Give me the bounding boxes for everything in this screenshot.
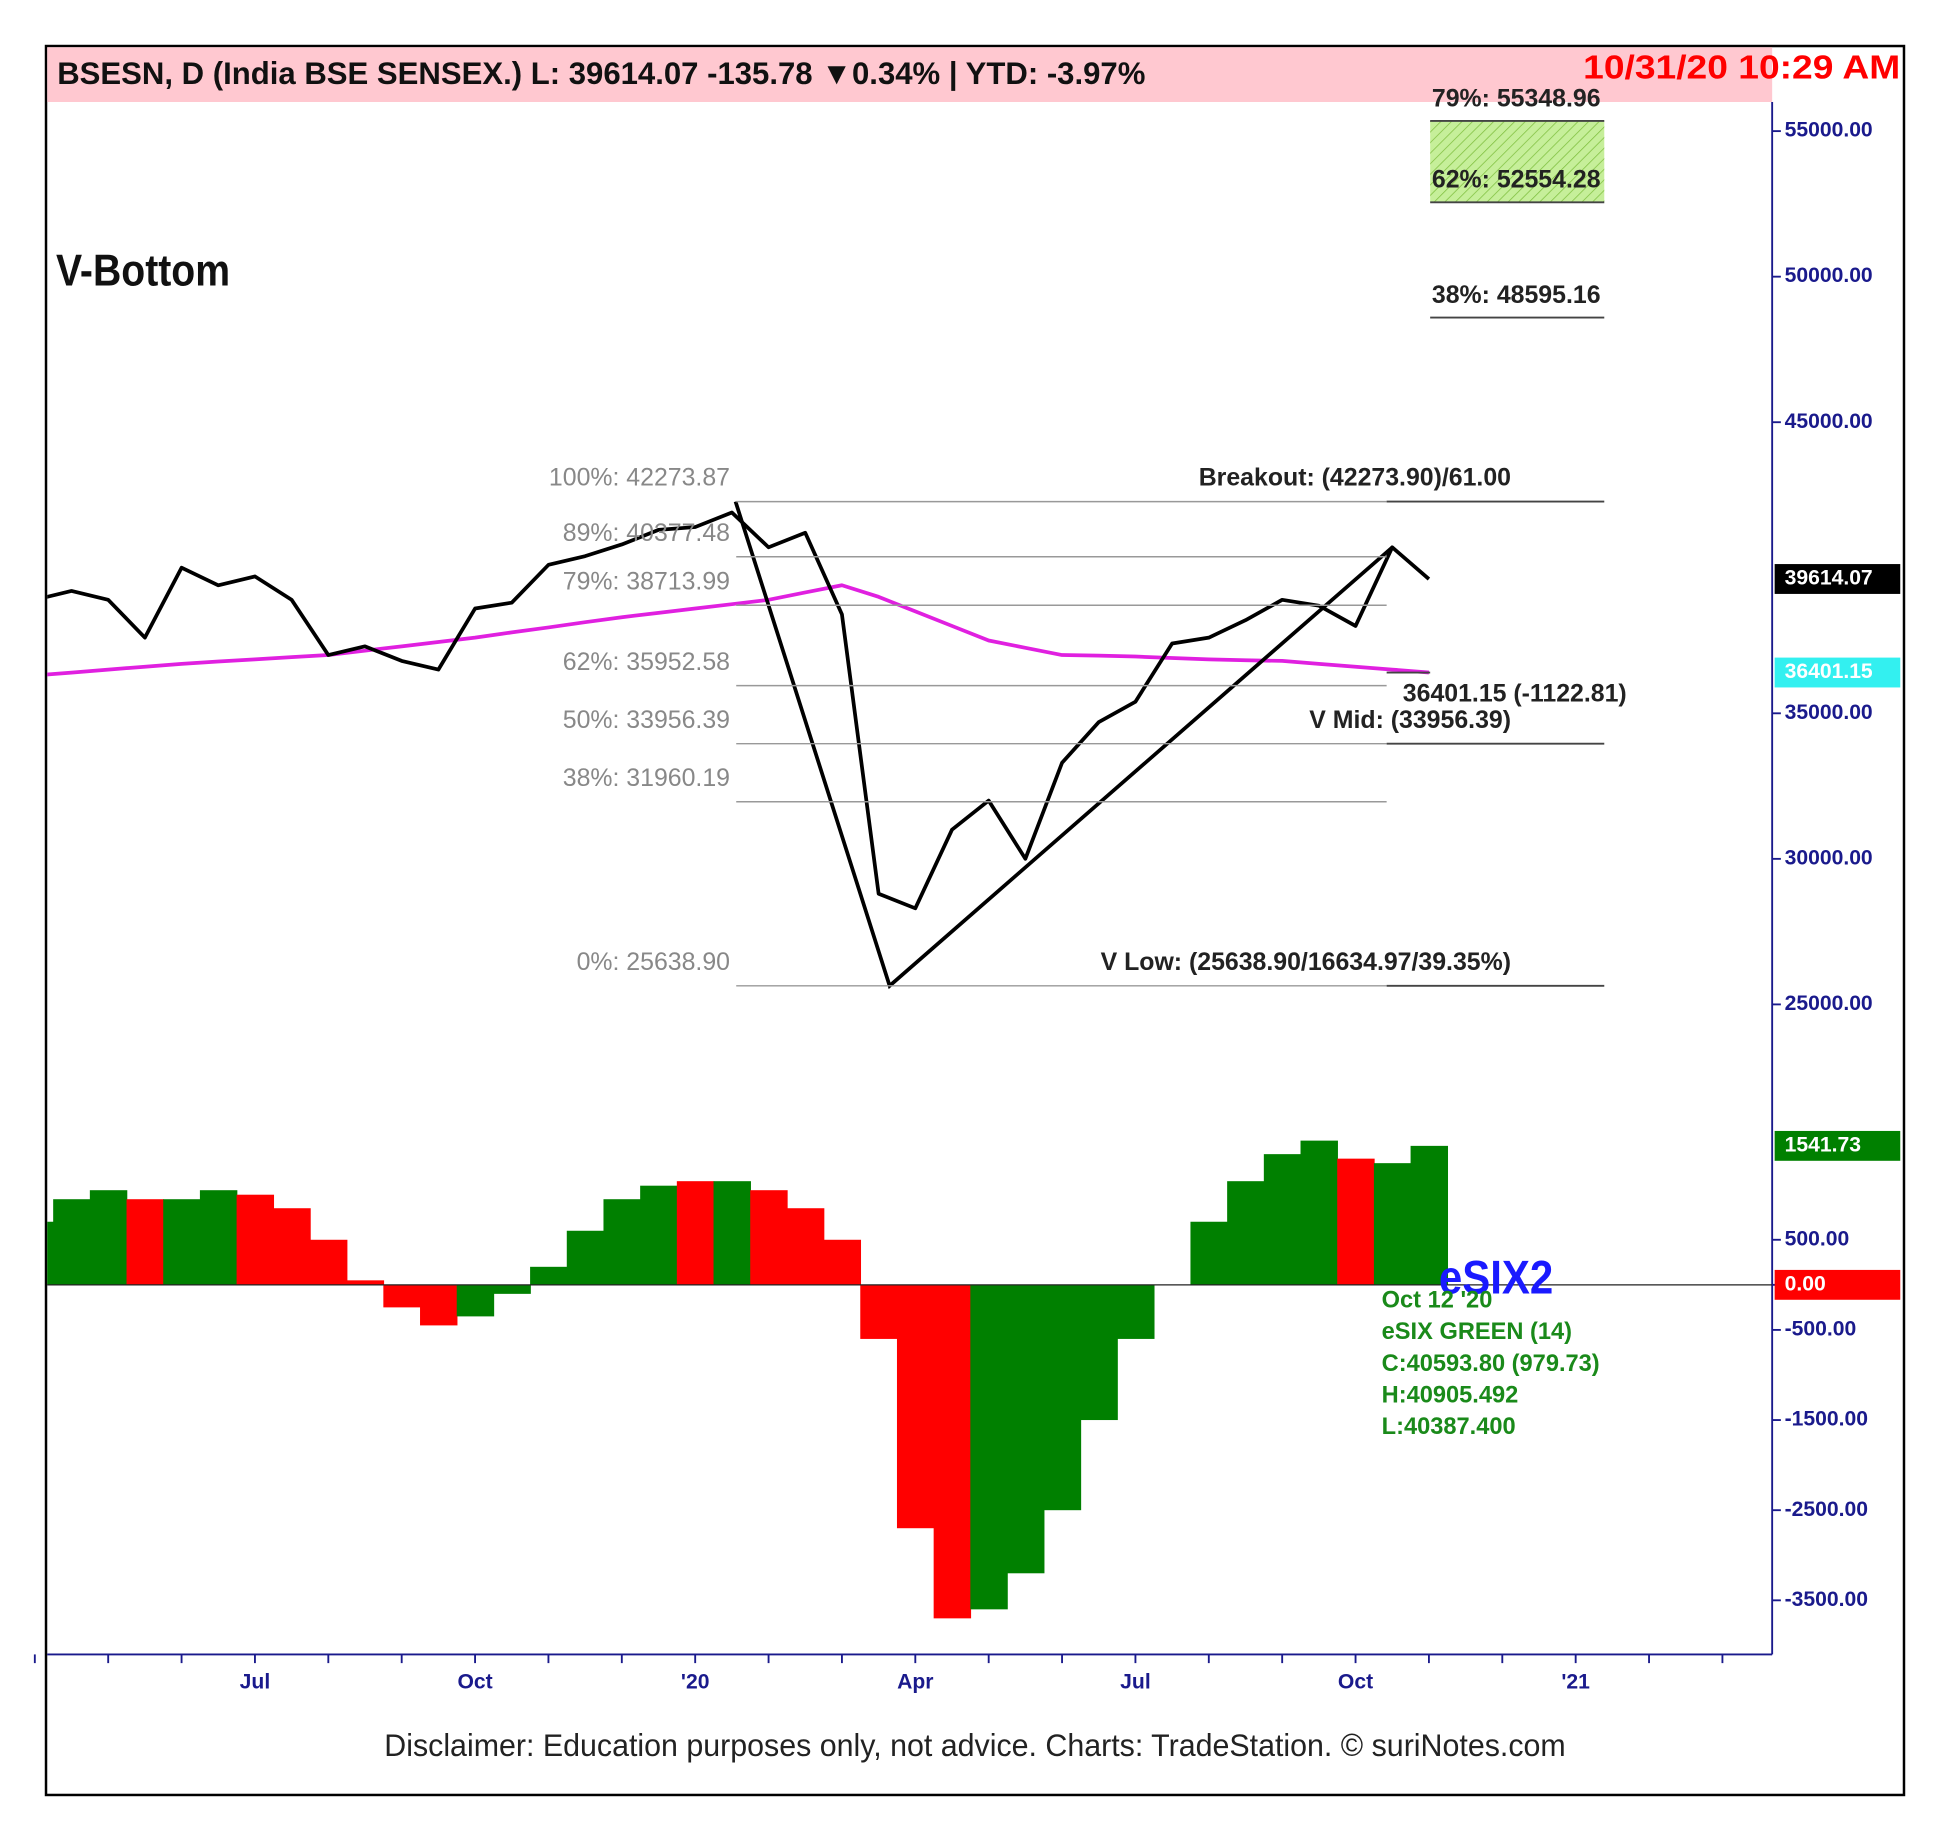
x-tick-label: Oct — [457, 1671, 492, 1694]
y2-tick-label: 0.00 — [1785, 1272, 1826, 1295]
indicator-bar — [1190, 1221, 1228, 1285]
x-tick-label: Jul — [1120, 1671, 1151, 1694]
fib-label: 79%: 38713.99 — [563, 567, 730, 595]
indicator-bar — [640, 1185, 678, 1285]
x-tick-label: Jul — [240, 1671, 271, 1694]
indicator-bar — [456, 1284, 495, 1317]
indicator-bar — [1300, 1140, 1338, 1285]
y-tick-label: 25000.00 — [1785, 992, 1873, 1015]
indicator-bar — [53, 1199, 91, 1285]
indicator-bar — [383, 1284, 421, 1308]
indicator-bar — [676, 1181, 715, 1285]
indicator-bar — [199, 1190, 238, 1285]
indicator-bar — [530, 1266, 568, 1285]
y2-tick-label: 500.00 — [1785, 1227, 1850, 1250]
price-badge-bg — [1774, 564, 1901, 594]
indicator-bar — [126, 1199, 164, 1285]
indicator-bar — [1007, 1284, 1045, 1574]
indicator-bar — [1263, 1154, 1302, 1285]
x-tick-label: Oct — [1338, 1671, 1373, 1694]
indicator-bar — [933, 1284, 972, 1619]
y2-tick-label: -2500.00 — [1785, 1498, 1868, 1521]
indicator-bar — [1080, 1284, 1118, 1421]
indicator-bar — [860, 1284, 898, 1339]
indicator-bar — [273, 1208, 311, 1285]
indicator-info: Oct 12 '20 — [1382, 1287, 1493, 1313]
indicator-bar — [750, 1190, 788, 1285]
indicator-bar — [566, 1230, 605, 1285]
footer: Disclaimer: Education purposes only, not… — [384, 1728, 1565, 1763]
indicator-badge-bg — [1774, 1130, 1901, 1161]
annotation-label: V Low: (25638.90/16634.97/39.35%) — [1101, 948, 1511, 976]
ma-badge-bg — [1774, 657, 1901, 688]
fib-label: 89%: 40377.48 — [563, 519, 730, 547]
indicator-bar — [1410, 1145, 1449, 1285]
frame — [44, 44, 1906, 1797]
indicator-bar — [1373, 1163, 1412, 1285]
zero-badge — [1774, 1269, 1901, 1300]
y2-tick-label: -3500.00 — [1785, 1588, 1868, 1611]
plot-area — [47, 501, 1449, 1619]
extension-label: 62%: 52554.28 — [1432, 166, 1601, 194]
indicator-bar — [1043, 1284, 1082, 1511]
x-tick-label: '20 — [681, 1671, 710, 1694]
y-tick-label: 55000.00 — [1785, 119, 1873, 142]
timestamp: 10/31/20 10:29 AM — [1583, 50, 1900, 87]
y-tick-label: 30000.00 — [1785, 846, 1873, 869]
moving-average — [47, 583, 1430, 677]
chart-title: BSESN, D (India BSE SENSEX.) L: 39614.07… — [57, 56, 1145, 91]
indicator-info: L:40387.400 — [1382, 1414, 1516, 1440]
indicator-bar — [1227, 1181, 1265, 1285]
indicator-bar — [786, 1208, 825, 1285]
y-tick-label: 35000.00 — [1785, 701, 1873, 724]
indicator-info: eSIX GREEN (14) — [1382, 1319, 1572, 1345]
indicator-bar — [1337, 1158, 1375, 1285]
y-tick-label: 50000.00 — [1785, 264, 1873, 287]
annotation-label: Breakout: (42273.90)/61.00 — [1199, 464, 1511, 492]
target-zone-hatch — [1430, 120, 1605, 203]
indicator-bar — [970, 1284, 1008, 1610]
indicator-bar — [309, 1239, 348, 1285]
indicator-bar — [89, 1190, 128, 1285]
extension-label: 79%: 55348.96 — [1432, 84, 1601, 112]
indicator-bar — [47, 1221, 54, 1285]
x-tick-label: '21 — [1561, 1671, 1590, 1694]
subtitle: V-Bottom — [56, 245, 230, 295]
indicator-bar — [823, 1239, 862, 1285]
x-tick-label: Apr — [897, 1671, 933, 1694]
indicator-badge: 1541.73 — [1785, 1133, 1861, 1156]
annotation-label: V Mid: (33956.39) — [1309, 706, 1511, 734]
indicator-bar — [713, 1181, 751, 1285]
indicator-bar — [603, 1199, 641, 1285]
ma-badge: 36401.15 — [1785, 660, 1873, 683]
fib-label: 100%: 42273.87 — [549, 464, 730, 492]
fib-label: 0%: 25638.90 — [577, 948, 730, 976]
indicator-bar — [1117, 1284, 1155, 1339]
indicator-info: H:40905.492 — [1382, 1383, 1519, 1409]
indicator-title: eSIX2 — [1439, 1252, 1553, 1305]
price-line — [47, 510, 1431, 911]
annotation-label: 36401.15 (-1122.81) — [1403, 679, 1627, 707]
extension-label: 38%: 48595.16 — [1432, 281, 1601, 309]
indicator-bar — [163, 1199, 201, 1285]
y2-tick-label: -500.00 — [1785, 1317, 1857, 1340]
fib-label: 38%: 31960.19 — [563, 764, 730, 792]
indicator-bar — [420, 1284, 458, 1326]
fib-label: 50%: 33956.39 — [563, 706, 730, 734]
y-tick-label: 45000.00 — [1785, 410, 1873, 433]
indicator-bar — [346, 1280, 385, 1285]
indicator-info: C:40593.80 (979.73) — [1382, 1351, 1600, 1377]
indicator-bar — [236, 1194, 275, 1285]
title-bar — [47, 47, 1773, 103]
y2-tick-label: -1500.00 — [1785, 1408, 1868, 1431]
price-badge: 39614.07 — [1785, 567, 1873, 590]
fib-label: 62%: 35952.58 — [563, 648, 730, 676]
indicator-bar — [493, 1284, 531, 1294]
indicator-bar — [896, 1284, 935, 1529]
